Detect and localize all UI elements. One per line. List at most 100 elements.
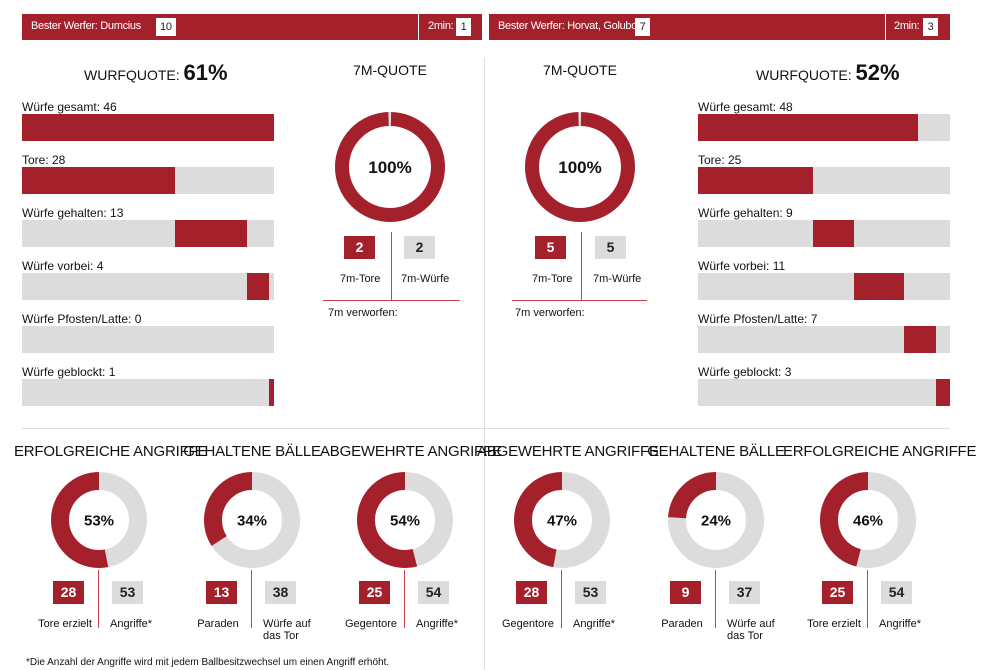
right-7m-verworfen-label: 7m verworfen: (515, 307, 585, 319)
left-header-bar: Bester Werfer: Dumcius 10 2min: 1 (22, 14, 482, 40)
right-7m-donut-arc (525, 112, 635, 222)
right-7m-wuerfe-value: 5 (595, 236, 626, 259)
bottom-2-label-b: Würfe auf das Tor (263, 618, 311, 642)
bottom-4-label-b: Angriffe* (573, 618, 615, 630)
right-bar-fill (812, 220, 854, 247)
bottom-6-vertical-rule (867, 570, 868, 628)
left-bar-label: Würfe geblockt: 1 (22, 365, 116, 379)
bottom-6-value-b: 54 (881, 581, 912, 604)
left-7m-wuerfe-label: 7m-Würfe (401, 273, 450, 285)
bottom-4-vertical-rule (561, 570, 562, 628)
right-7m-tore-label: 7m-Tore (532, 273, 573, 285)
right-bar-label: Würfe vorbei: 11 (698, 259, 786, 273)
right-bar-label: Würfe Pfosten/Latte: 7 (698, 312, 818, 326)
right-7m-horizontal-rule (512, 300, 647, 301)
left-best-thrower-label: Bester Werfer: Dumcius (31, 20, 141, 32)
footnote: *Die Anzahl der Angriffe wird mit jedem … (26, 657, 390, 668)
left-bar-track (22, 114, 274, 141)
left-7m-verworfen-label: 7m verworfen: (328, 307, 398, 319)
bottom-6-donut: 46% (820, 472, 916, 568)
bottom-1-donut-arc (51, 472, 147, 568)
left-wurfquote-label: WURFQUOTE: (84, 67, 180, 83)
left-7m-tore-label: 7m-Tore (340, 273, 381, 285)
right-header-divider (885, 14, 886, 40)
bottom-6-donut-percent: 46% (853, 512, 883, 529)
left-bar-label: Tore: 28 (22, 153, 66, 167)
right-bar-label: Würfe gehalten: 9 (698, 206, 793, 220)
bottom-6-value-a: 25 (822, 581, 853, 604)
right-bar-track (698, 326, 950, 353)
left-7m-donut-arc (335, 112, 445, 222)
bottom-1-value-b: 53 (112, 581, 143, 604)
right-twomin-value: 3 (923, 18, 938, 36)
left-wurfquote: WURFQUOTE: 61% (84, 60, 228, 86)
bottom-3-title: ABGEWEHRTE ANGRIFFE (320, 443, 502, 460)
right-bar-fill (853, 273, 905, 300)
right-bar-label: Würfe geblockt: 3 (698, 365, 792, 379)
bottom-3-donut-percent: 54% (390, 512, 420, 529)
right-7m-donut-percent: 100% (558, 158, 601, 177)
right-7m-tore-value: 5 (535, 236, 566, 259)
bottom-1-label-b: Angriffe* (110, 618, 152, 630)
bottom-1-label-a: Tore erzielt (38, 618, 92, 630)
bottom-2-title: GEHALTENE BÄLLE (183, 443, 321, 460)
right-best-thrower-label: Bester Werfer: Horvat, Golubovic (498, 20, 650, 32)
left-header-divider (418, 14, 419, 40)
left-bar-label: Würfe vorbei: 4 (22, 259, 104, 273)
left-7m-tore-value: 2 (344, 236, 375, 259)
bottom-6-donut-arc (820, 472, 916, 568)
bottom-4-donut-arc (514, 472, 610, 568)
bottom-2-label-a: Paraden (197, 618, 239, 630)
right-bar-track (698, 114, 950, 141)
bottom-3-label-b: Angriffe* (416, 618, 458, 630)
center-divider (484, 58, 485, 670)
left-twomin-label: 2min: (428, 20, 454, 32)
bottom-5-label-b: Würfe auf das Tor (727, 618, 775, 642)
bottom-4-title: ABGEWEHRTE ANGRIFFE (477, 443, 659, 460)
bottom-4-donut: 47% (514, 472, 610, 568)
left-7m-vertical-rule (391, 232, 392, 300)
bottom-3-vertical-rule (404, 570, 405, 628)
bottom-3-value-a: 25 (359, 581, 390, 604)
bottom-5-label-a: Paraden (661, 618, 703, 630)
left-bar-label: Würfe gesamt: 46 (22, 100, 117, 114)
left-bar-fill (246, 273, 269, 300)
bottom-4-value-a: 28 (516, 581, 547, 604)
bottom-4-value-b: 53 (575, 581, 606, 604)
left-wurfquote-value: 61% (183, 60, 228, 85)
left-bar-track (22, 167, 274, 194)
right-wurfquote: WURFQUOTE: 52% (756, 60, 900, 86)
bottom-1-title: ERFOLGREICHE ANGRIFFE (14, 443, 208, 460)
right-bar-track (698, 167, 950, 194)
right-bar-track (698, 273, 950, 300)
bottom-1-vertical-rule (98, 570, 99, 628)
left-bar-fill (175, 220, 247, 247)
right-header-bar: Bester Werfer: Horvat, Golubovic 7 2min:… (489, 14, 950, 40)
section-divider (22, 428, 950, 429)
left-twomin-value: 1 (456, 18, 471, 36)
right-twomin-label: 2min: (894, 20, 920, 32)
bottom-5-value-a: 9 (670, 581, 701, 604)
bottom-3-value-b: 54 (418, 581, 449, 604)
bottom-2-value-a: 13 (206, 581, 237, 604)
bottom-2-vertical-rule (251, 570, 252, 628)
bottom-4-donut-percent: 47% (547, 512, 577, 529)
left-7m-donut-percent: 100% (368, 158, 411, 177)
bottom-2-donut-arc (204, 472, 300, 568)
left-7m-donut: 100% (335, 112, 445, 222)
right-7m-title: 7M-QUOTE (543, 62, 617, 78)
left-bar-fill (22, 167, 176, 194)
right-bar-label: Tore: 25 (698, 153, 742, 167)
bottom-1-donut: 53% (51, 472, 147, 568)
left-bar-track (22, 326, 274, 353)
bottom-6-label-a: Tore erzielt (807, 618, 861, 630)
left-7m-horizontal-rule (323, 300, 460, 301)
bottom-3-donut-arc (357, 472, 453, 568)
bottom-5-value-b: 37 (729, 581, 760, 604)
right-7m-wuerfe-label: 7m-Würfe (593, 273, 642, 285)
left-bar-track (22, 379, 274, 406)
bottom-2-donut: 34% (204, 472, 300, 568)
left-bar-label: Würfe gehalten: 13 (22, 206, 124, 220)
right-bar-label: Würfe gesamt: 48 (698, 100, 793, 114)
bottom-5-donut: 24% (668, 472, 764, 568)
